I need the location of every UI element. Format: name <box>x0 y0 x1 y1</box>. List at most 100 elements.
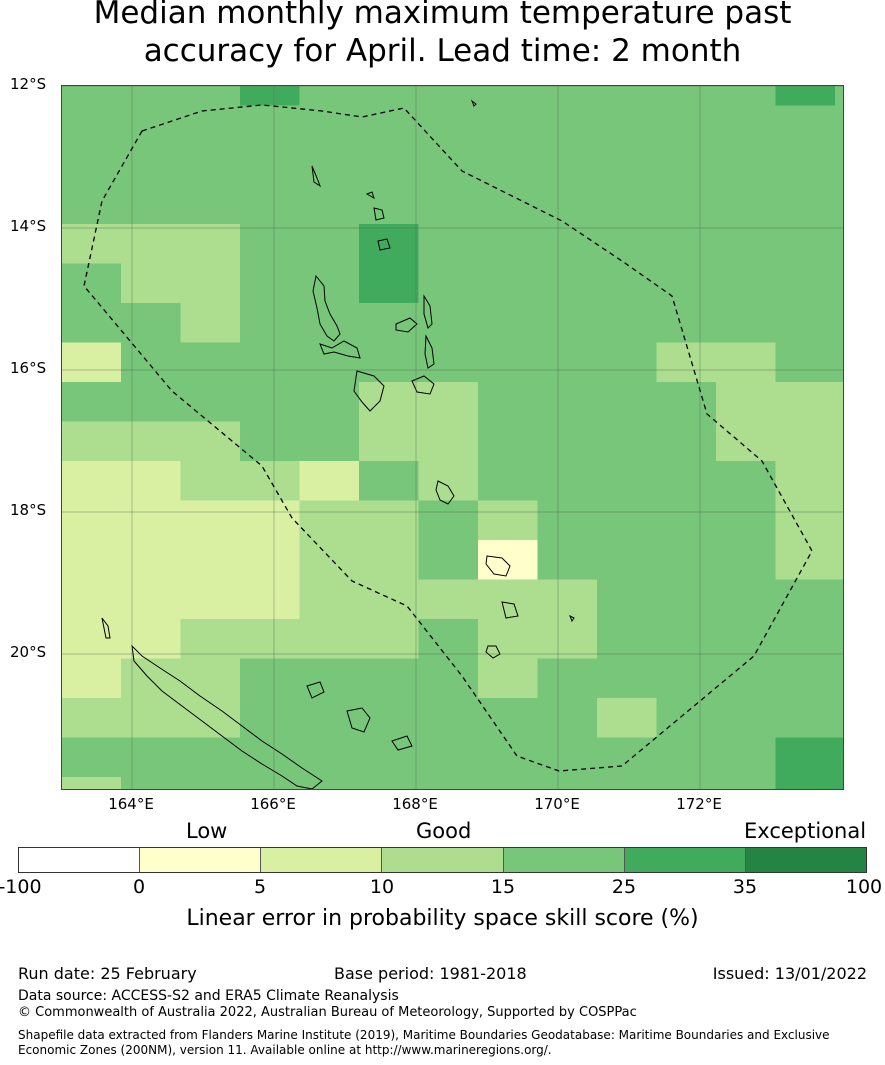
skill-cell <box>835 540 885 581</box>
copyright: © Commonwealth of Australia 2022, Austra… <box>18 1005 637 1020</box>
skill-cell <box>597 461 658 502</box>
skill-cell <box>121 145 182 186</box>
skill-cell <box>61 342 122 383</box>
skill-cell <box>240 303 301 344</box>
skill-cell <box>359 737 420 778</box>
matthew-hunter-islets <box>501 601 575 623</box>
skill-cell <box>299 777 360 818</box>
skill-cell <box>240 224 301 265</box>
issued-date: Issued: 13/01/2022 <box>712 964 867 983</box>
skill-cell <box>597 421 658 462</box>
skill-cell <box>775 619 836 660</box>
skill-cell <box>656 263 717 304</box>
skill-cell <box>835 500 885 541</box>
colorbar-tick: 0 <box>132 876 146 898</box>
skill-cell <box>61 421 122 462</box>
colorbar-segment <box>261 848 383 872</box>
skill-cell <box>359 698 420 739</box>
skill-cell <box>180 66 241 107</box>
skill-cell <box>418 698 479 739</box>
colorbar-tick: -100 <box>0 876 42 898</box>
skill-cell <box>478 500 539 541</box>
chart-title: Median monthly maximum temperature past … <box>0 0 885 70</box>
skill-cell <box>716 145 777 186</box>
skill-cell <box>775 777 836 818</box>
ambae-coast <box>395 317 418 333</box>
skill-cell <box>775 342 836 383</box>
skill-cell <box>299 263 360 304</box>
skill-cell <box>299 461 360 502</box>
torres-islands-coast <box>470 99 477 107</box>
colorbar-segment <box>382 848 504 872</box>
skill-cell <box>775 579 836 620</box>
skill-cell <box>180 579 241 620</box>
skill-cell <box>537 658 598 699</box>
skill-cell <box>478 263 539 304</box>
skill-cell <box>121 579 182 620</box>
skill-cell <box>359 184 420 225</box>
skill-cell <box>180 342 241 383</box>
skill-cell <box>597 737 658 778</box>
skill-cell <box>478 540 539 581</box>
skill-cell <box>716 658 777 699</box>
skill-cell <box>359 579 420 620</box>
colorbar-segment <box>624 848 746 872</box>
skill-cell <box>775 224 836 265</box>
skill-cell <box>299 145 360 186</box>
skill-cell <box>240 145 301 186</box>
lon-label-166e: 166°E <box>250 795 296 813</box>
base-period: Base period: 1981-2018 <box>334 964 527 983</box>
skill-cell <box>716 105 777 146</box>
colorbar-segment <box>745 848 866 872</box>
skill-cell <box>716 698 777 739</box>
skill-cell <box>180 619 241 660</box>
skill-cell <box>299 540 360 581</box>
skill-cell <box>716 500 777 541</box>
skill-cell <box>537 145 598 186</box>
skill-cell <box>716 184 777 225</box>
skill-cell <box>299 698 360 739</box>
colorbar-tick: 35 <box>732 876 758 898</box>
skill-cell <box>121 461 182 502</box>
skill-cell <box>537 105 598 146</box>
skill-cell <box>359 461 420 502</box>
skill-cell <box>775 66 836 107</box>
skill-cell <box>240 777 301 818</box>
small-islet-west <box>101 617 111 639</box>
skill-cell <box>775 145 836 186</box>
skill-cell <box>656 382 717 423</box>
skill-cell <box>597 184 658 225</box>
skill-cell <box>359 658 420 699</box>
skill-cell <box>240 658 301 699</box>
skill-cell <box>299 658 360 699</box>
skill-cell <box>180 500 241 541</box>
skill-cell <box>418 658 479 699</box>
skill-cell <box>418 105 479 146</box>
erromango-coast <box>435 480 455 505</box>
skill-cell <box>835 777 885 818</box>
skill-cell <box>180 737 241 778</box>
skill-cell <box>775 540 836 581</box>
colorbar-tick: 100 <box>845 876 883 898</box>
lon-label-172e: 172°E <box>676 795 722 813</box>
skill-cell <box>597 263 658 304</box>
skill-cell <box>775 737 836 778</box>
skill-cell <box>775 105 836 146</box>
skill-cell <box>656 540 717 581</box>
skill-cell <box>716 303 777 344</box>
skill-cell <box>478 66 539 107</box>
skill-cell <box>478 421 539 462</box>
skill-cell <box>418 619 479 660</box>
skill-cell <box>835 303 885 344</box>
skill-cell <box>656 737 717 778</box>
skill-cell <box>835 698 885 739</box>
skill-cell <box>835 184 885 225</box>
skill-cell <box>537 579 598 620</box>
lon-label-164e: 164°E <box>108 795 154 813</box>
skill-cell <box>61 658 122 699</box>
title-line-2: accuracy for April. Lead time: 2 month <box>143 33 742 69</box>
skill-cell <box>240 105 301 146</box>
skill-cell <box>537 303 598 344</box>
skill-cell <box>299 342 360 383</box>
skill-cell <box>597 105 658 146</box>
